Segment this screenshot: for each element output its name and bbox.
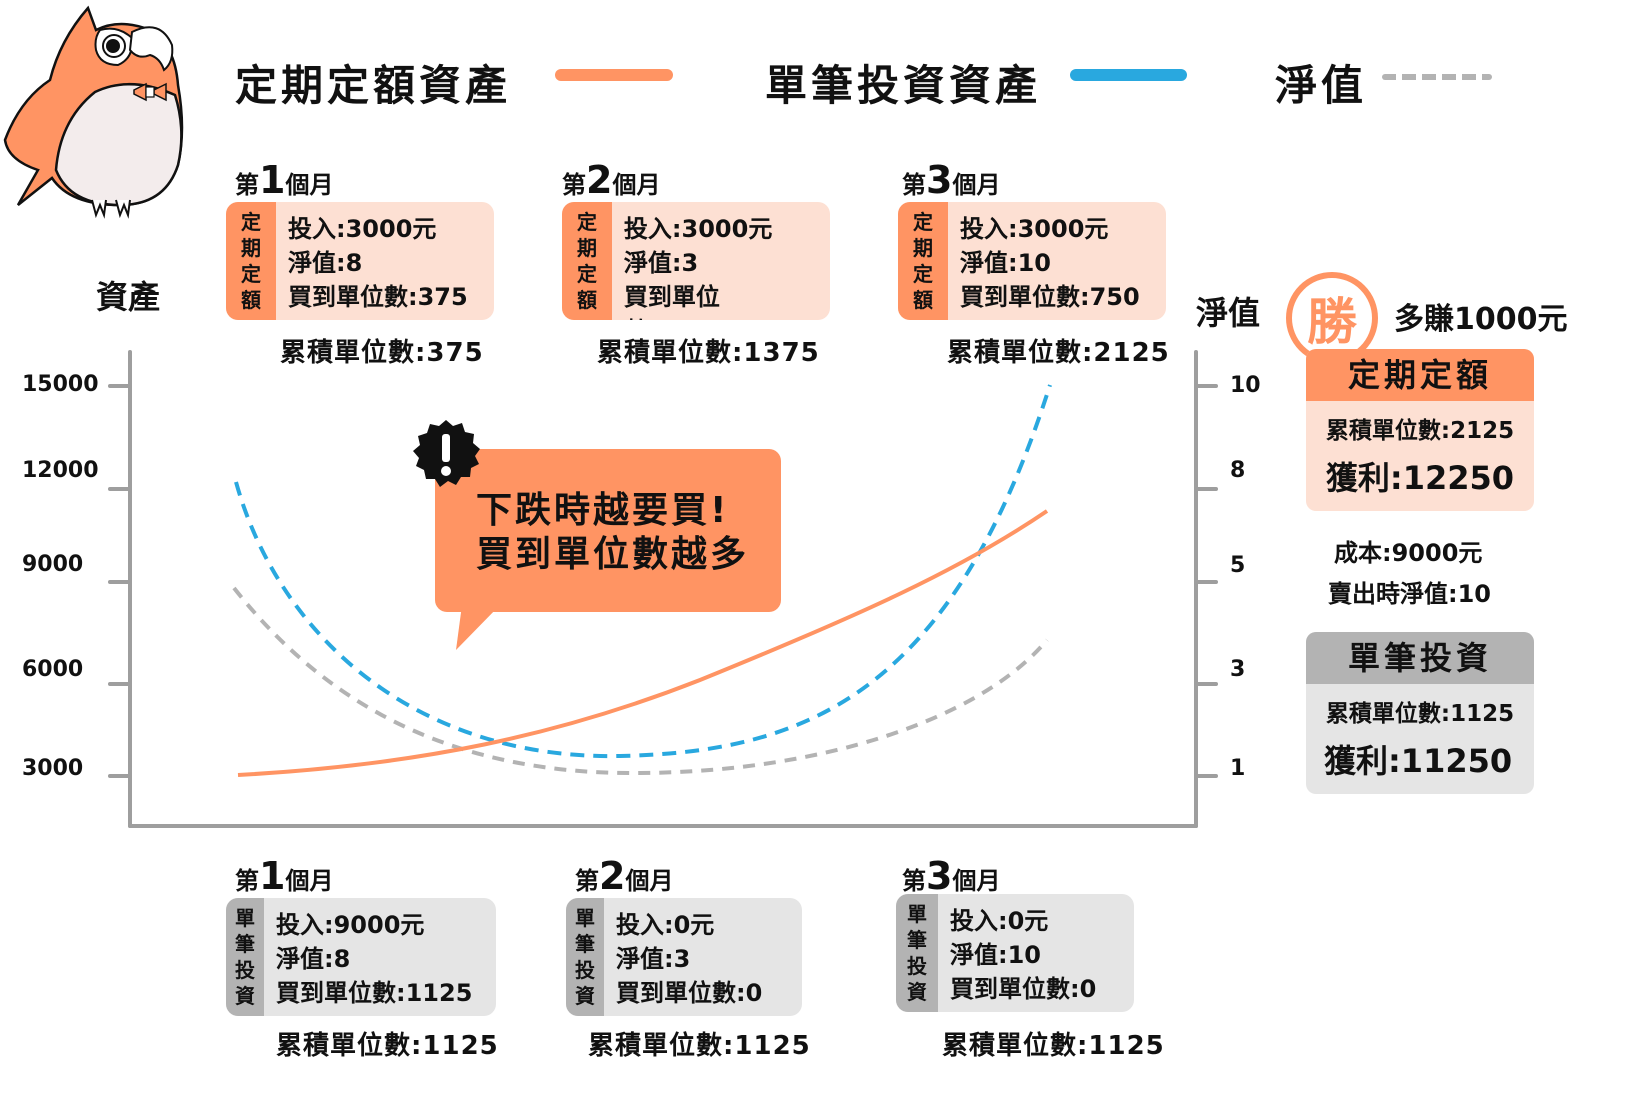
invest-amount: 投入:3000元 bbox=[288, 215, 437, 243]
legend-nav-label: 淨值 bbox=[1275, 61, 1368, 110]
exclamation-icon bbox=[413, 420, 480, 487]
dca-side-label: 定期定額 bbox=[226, 202, 276, 320]
invest-amount: 投入:3000元 bbox=[623, 215, 773, 243]
units-bought: 買到單位數:375 bbox=[288, 283, 468, 311]
left-tick-label: 6000 bbox=[22, 657, 84, 682]
callout-tail bbox=[456, 605, 500, 650]
legend-nav-swatch bbox=[1382, 74, 1492, 80]
win-text: 多賺1000元 bbox=[1394, 302, 1568, 337]
left-tick-label: 3000 bbox=[22, 756, 84, 781]
units-bought: 買到單位數:1000 bbox=[623, 283, 724, 320]
lump-card: 單筆投資 投入:0元淨值:3 買到單位數:0 bbox=[566, 898, 802, 1016]
lump-month-title: 第1個月 bbox=[235, 854, 334, 898]
cumulative-units: 累積單位數:2125 bbox=[947, 338, 1170, 368]
nav-value: 淨值:10 bbox=[960, 249, 1051, 277]
nav-value: 淨值:3 bbox=[616, 945, 691, 973]
result-lump-profit: 獲利:11250 bbox=[1324, 742, 1513, 780]
result-dca-title: 定期定額 bbox=[1306, 349, 1534, 401]
legend-lump-label: 單筆投資資產 bbox=[765, 61, 1042, 110]
owl-mascot bbox=[3, 5, 184, 219]
nav-value: 淨值:8 bbox=[276, 945, 351, 973]
lump-card: 單筆投資 投入:9000元 淨值:8 買到單位數:1125 bbox=[226, 898, 496, 1016]
cumulative-units: 累積單位數:1125 bbox=[942, 1031, 1165, 1061]
dca-month-title: 第2個月 bbox=[562, 158, 661, 202]
callout-bubble bbox=[435, 449, 781, 612]
nav-series-line bbox=[232, 586, 1049, 776]
result-lump-title: 單筆投資 bbox=[1306, 632, 1534, 684]
invest-amount: 投入:3000元 bbox=[960, 215, 1109, 243]
result-lump-box: 單筆投資 累積單位數:1125 獲利:11250 bbox=[1306, 632, 1534, 794]
lump-asset-series-line bbox=[234, 384, 1052, 759]
dca-side-label: 定期定額 bbox=[898, 202, 948, 320]
callout-line-1: 下跌時越要買! bbox=[476, 490, 730, 531]
invest-amount: 投入:0元 bbox=[950, 907, 1049, 935]
lump-side-label: 單筆投資 bbox=[896, 894, 938, 1012]
axes-lines bbox=[108, 350, 1218, 828]
result-dca-box: 定期定額 累積單位數:2125 獲利:12250 bbox=[1306, 349, 1534, 511]
nav-value: 淨值:10 bbox=[950, 941, 1041, 969]
right-tick-label: 5 bbox=[1230, 553, 1246, 578]
dca-month-title: 第3個月 bbox=[902, 158, 1001, 202]
dca-asset-series-line bbox=[237, 509, 1049, 777]
cumulative-units: 累積單位數:1375 bbox=[597, 338, 820, 368]
dca-side-label: 定期定額 bbox=[562, 202, 612, 320]
legend-lump-swatch bbox=[1070, 69, 1187, 81]
legend-dca-label: 定期定額資產 bbox=[235, 61, 512, 110]
right-tick-label: 10 bbox=[1230, 373, 1261, 398]
lump-side-label: 單筆投資 bbox=[566, 898, 604, 1016]
left-tick-label: 15000 bbox=[22, 372, 99, 397]
result-lump-units: 累積單位數:1125 bbox=[1325, 701, 1515, 727]
right-axis-title: 淨值 bbox=[1196, 294, 1261, 332]
units-bought: 買到單位數:750 bbox=[960, 283, 1140, 311]
lump-card: 單筆投資 投入:0元淨值:10 買到單位數:0 bbox=[896, 894, 1134, 1012]
lump-side-label: 單筆投資 bbox=[226, 898, 264, 1016]
cumulative-units: 累積單位數:1125 bbox=[276, 1031, 499, 1061]
sell-nav-text: 賣出時淨值:10 bbox=[1328, 580, 1491, 608]
nav-value: 淨值:8 bbox=[288, 249, 363, 277]
right-tick-label: 3 bbox=[1230, 657, 1246, 682]
units-bought: 買到單位數:0 bbox=[616, 979, 763, 1007]
nav-value: 淨值:3 bbox=[623, 249, 699, 277]
cumulative-units: 累積單位數:375 bbox=[280, 338, 484, 368]
lump-month-title: 第2個月 bbox=[575, 854, 674, 898]
invest-amount: 投入:9000元 bbox=[276, 911, 425, 939]
cumulative-units: 累積單位數:1125 bbox=[588, 1031, 811, 1061]
dca-card: 定期定額 投入:3000元 淨值:10 買到單位數:750 bbox=[898, 202, 1166, 320]
result-dca-profit: 獲利:12250 bbox=[1325, 459, 1515, 497]
dca-month-title: 第1個月 bbox=[235, 158, 334, 202]
win-badge: 勝 bbox=[1286, 272, 1378, 364]
legend-dca-swatch bbox=[555, 69, 673, 81]
dca-card: 定期定額 投入:3000元 淨值:8 買到單位數:375 bbox=[226, 202, 494, 320]
callout-line-2: 買到單位數越多 bbox=[476, 534, 750, 575]
left-tick-label: 12000 bbox=[22, 458, 99, 483]
cost-text: 成本:9000元 bbox=[1334, 539, 1483, 567]
left-axis-title: 資產 bbox=[96, 278, 161, 316]
invest-amount: 投入:0元 bbox=[616, 911, 715, 939]
left-tick-label: 9000 bbox=[22, 552, 84, 577]
lump-month-title: 第3個月 bbox=[902, 854, 1001, 898]
units-bought: 買到單位數:0 bbox=[950, 975, 1097, 1003]
right-tick-label: 8 bbox=[1230, 458, 1246, 483]
right-tick-label: 1 bbox=[1230, 756, 1246, 781]
result-dca-units: 累積單位數:2125 bbox=[1325, 418, 1515, 444]
units-bought: 買到單位數:1125 bbox=[276, 979, 473, 1007]
